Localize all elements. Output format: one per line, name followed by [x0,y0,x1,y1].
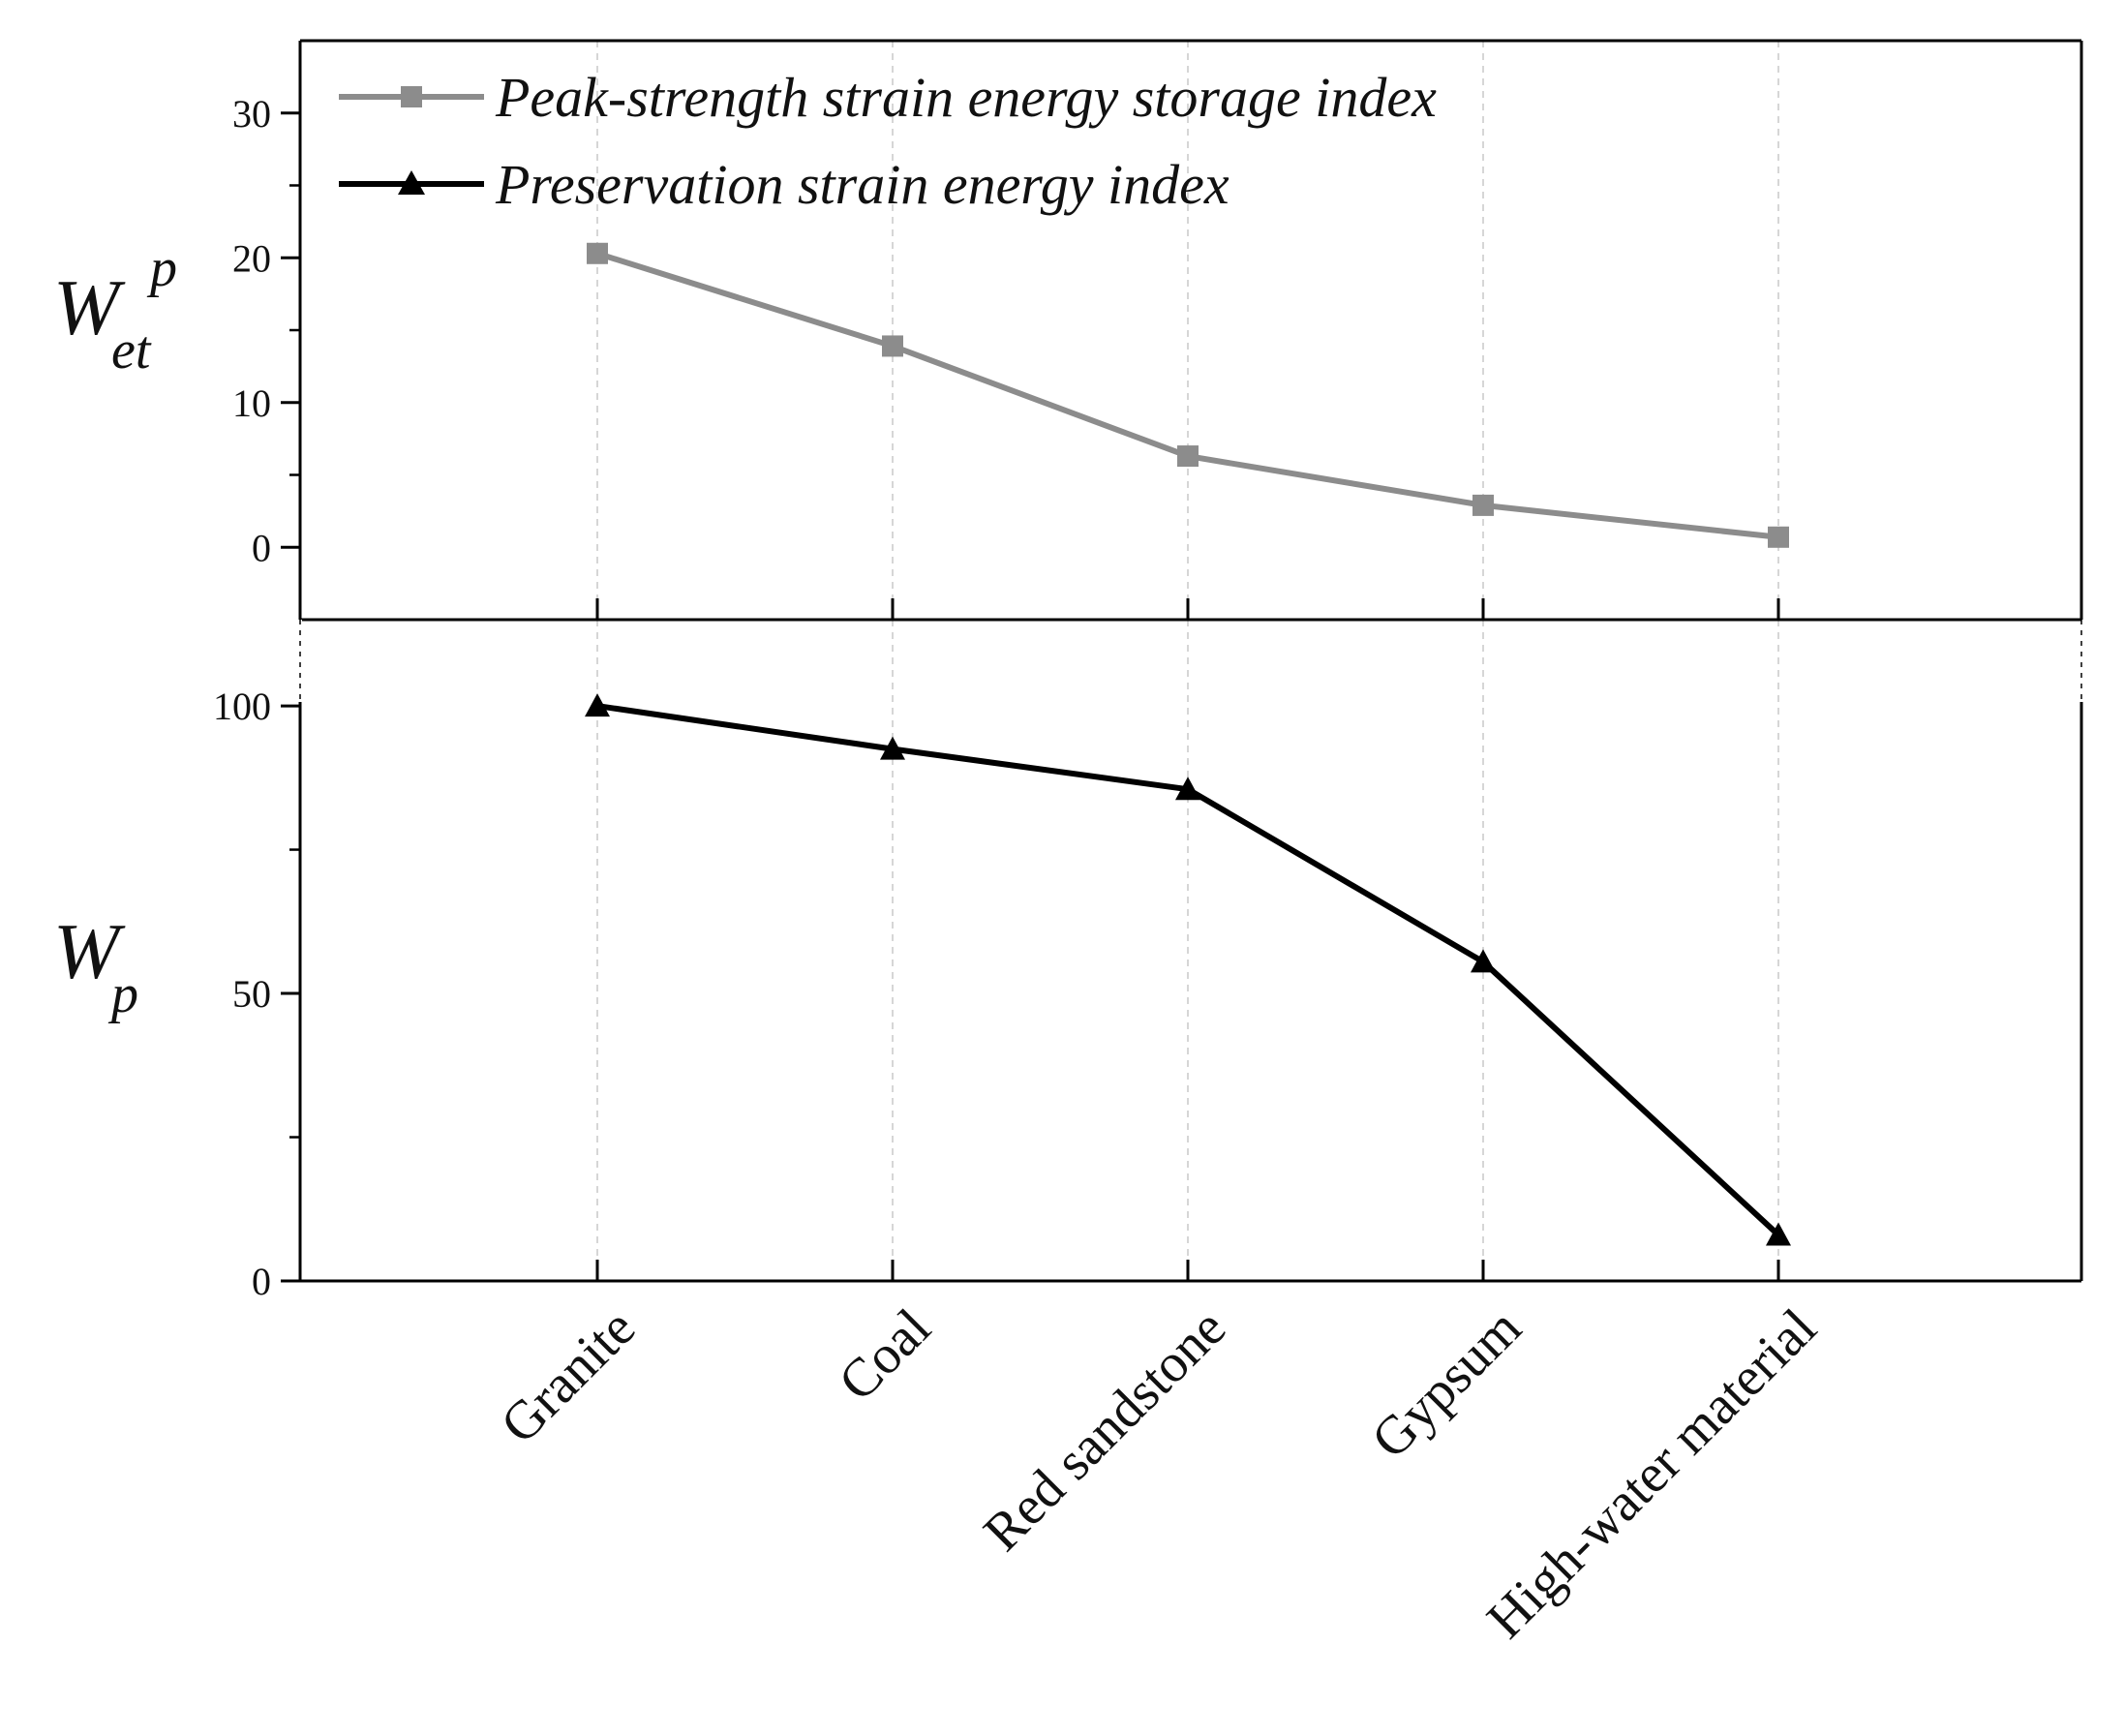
top-point-coal [882,335,903,357]
series-layer [585,242,1791,1246]
top-ylabel: W [53,263,126,351]
category-label-granite: Granite [490,1297,648,1455]
bottom-ytick-label-50: 50 [232,972,271,1016]
legend-marker-triangle [398,170,425,195]
bottom-point-gypsum [1471,949,1496,973]
top-point-granite [587,242,608,264]
bottom-ylabel: W [53,907,126,995]
top-point-high-water-material [1768,526,1789,548]
bottom-ylabel-sub: p [107,964,138,1024]
legend-label-0: Peak-strength strain energy storage inde… [495,66,1437,129]
category-label-coal: Coal [828,1297,943,1413]
bottom-ytick-label-0: 0 [252,1260,271,1303]
grid-layer [596,41,1779,1281]
category-label-red-sandstone: Red sandstone [972,1297,1237,1563]
axes-layer [281,39,2083,1283]
category-label-high-water-material: High-water material [1475,1297,1828,1650]
legend: Peak-strength strain energy storage inde… [339,66,1437,216]
top-ytick-label-30: 30 [232,92,271,136]
legend-label-1: Preservation strain energy index [495,153,1229,216]
legend-marker-square [401,86,422,107]
bottom-ytick-label-100: 100 [213,685,271,728]
top-point-gypsum [1472,494,1494,516]
top-ylabel-sub: et [111,320,152,381]
bottom-point-red-sandstone [1175,777,1200,801]
top-point-red-sandstone [1177,445,1199,468]
labels-layer: 0 10 20 30 W p et 0 50 100 Wp Granite Coal Red sandst… [53,92,1828,1650]
top-ytick-label-10: 10 [232,381,271,425]
bottom-point-granite [585,693,610,717]
category-label-gypsum: Gypsum [1360,1297,1533,1470]
top-ytick-label-20: 20 [232,236,271,280]
bottom-point-high-water-material [1766,1222,1791,1246]
top-ytick-label-0: 0 [252,526,271,569]
top-ylabel-sup: p [146,238,177,298]
bottom-point-coal [880,736,905,760]
